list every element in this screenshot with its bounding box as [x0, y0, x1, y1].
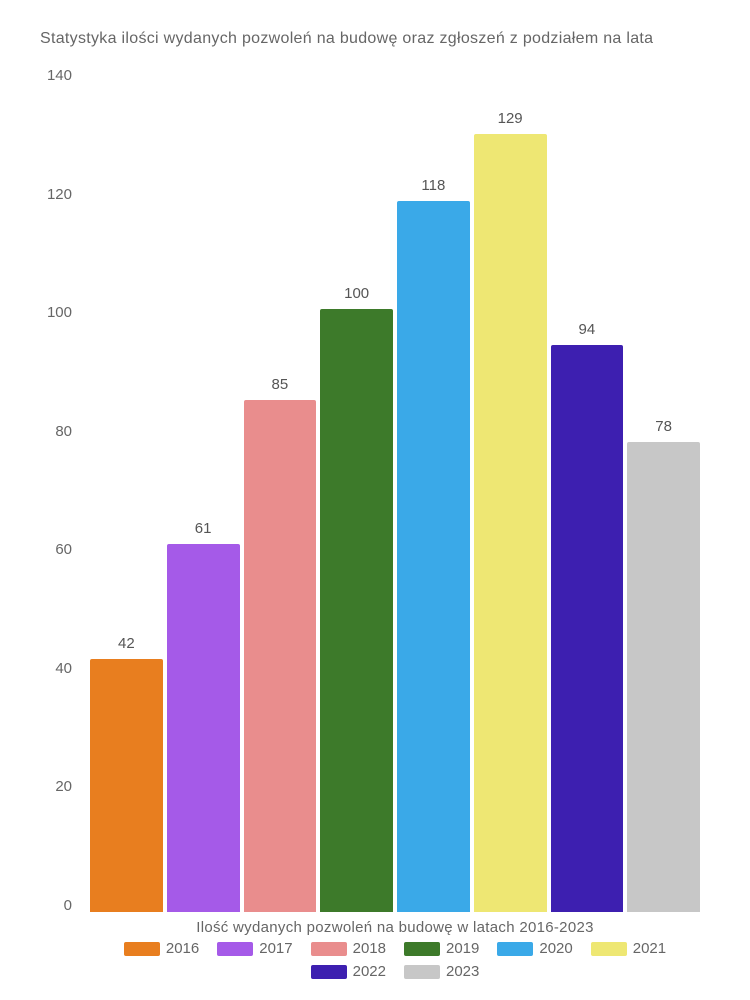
bar-2017: 61 — [167, 544, 240, 912]
y-tick: 20 — [55, 779, 72, 794]
bar-2022: 94 — [551, 345, 624, 912]
legend-item-2017: 2017 — [217, 940, 292, 957]
bar-slot: 85 — [244, 68, 317, 912]
legend-label: 2020 — [539, 940, 572, 957]
legend-label: 2016 — [166, 940, 199, 957]
legend: 2016 2017 2018 2019 2020 2021 2022 2023 — [80, 940, 710, 980]
y-tick: 120 — [47, 187, 72, 202]
bar-slot: 94 — [551, 68, 624, 912]
bar-2023: 78 — [627, 442, 700, 912]
legend-swatch — [497, 942, 533, 956]
plot-area: 140120100806040200 4261851001181299478 — [40, 68, 710, 913]
chart-title: Statystyka ilości wydanych pozwoleń na b… — [40, 30, 710, 48]
legend-item-2023: 2023 — [404, 963, 479, 980]
legend-label: 2022 — [353, 963, 386, 980]
y-tick: 40 — [55, 661, 72, 676]
legend-label: 2018 — [353, 940, 386, 957]
y-tick: 0 — [64, 898, 72, 913]
legend-item-2016: 2016 — [124, 940, 199, 957]
bar-2018: 85 — [244, 400, 317, 912]
bars-area: 4261851001181299478 — [80, 68, 710, 913]
bar-slot: 118 — [397, 68, 470, 912]
legend-swatch — [124, 942, 160, 956]
legend-label: 2019 — [446, 940, 479, 957]
legend-swatch — [217, 942, 253, 956]
legend-label: 2017 — [259, 940, 292, 957]
legend-item-2022: 2022 — [311, 963, 386, 980]
bar-slot: 100 — [320, 68, 393, 912]
bar-value-label: 118 — [413, 175, 453, 196]
bar-value-label: 61 — [187, 518, 220, 539]
legend-item-2019: 2019 — [404, 940, 479, 957]
y-tick: 100 — [47, 305, 72, 320]
bar-value-label: 78 — [647, 416, 680, 437]
bar-value-label: 94 — [571, 319, 604, 340]
bar-slot: 42 — [90, 68, 163, 912]
bar-slot: 129 — [474, 68, 547, 912]
legend-swatch — [404, 942, 440, 956]
legend-swatch — [404, 965, 440, 979]
bar-slot: 78 — [627, 68, 700, 912]
bar-2020: 118 — [397, 201, 470, 912]
legend-swatch — [311, 942, 347, 956]
y-tick: 140 — [47, 68, 72, 83]
legend-item-2021: 2021 — [591, 940, 666, 957]
bar-value-label: 85 — [264, 374, 297, 395]
legend-swatch — [591, 942, 627, 956]
bar-value-label: 100 — [336, 283, 377, 304]
legend-label: 2021 — [633, 940, 666, 957]
legend-item-2018: 2018 — [311, 940, 386, 957]
bar-2019: 100 — [320, 309, 393, 912]
legend-item-2020: 2020 — [497, 940, 572, 957]
bar-2021: 129 — [474, 134, 547, 912]
legend-label: 2023 — [446, 963, 479, 980]
y-tick: 80 — [55, 424, 72, 439]
y-axis: 140 120 100 80 60 40 20 0 — [40, 68, 80, 913]
bar-value-label: 42 — [110, 633, 143, 654]
bar-value-label: 129 — [490, 108, 531, 129]
bar-slot: 61 — [167, 68, 240, 912]
bar-2016: 42 — [90, 659, 163, 912]
bar-chart: Statystyka ilości wydanych pozwoleń na b… — [40, 30, 710, 980]
x-axis-label: Ilość wydanych pozwoleń na budowę w lata… — [80, 919, 710, 936]
legend-swatch — [311, 965, 347, 979]
y-tick: 60 — [55, 542, 72, 557]
